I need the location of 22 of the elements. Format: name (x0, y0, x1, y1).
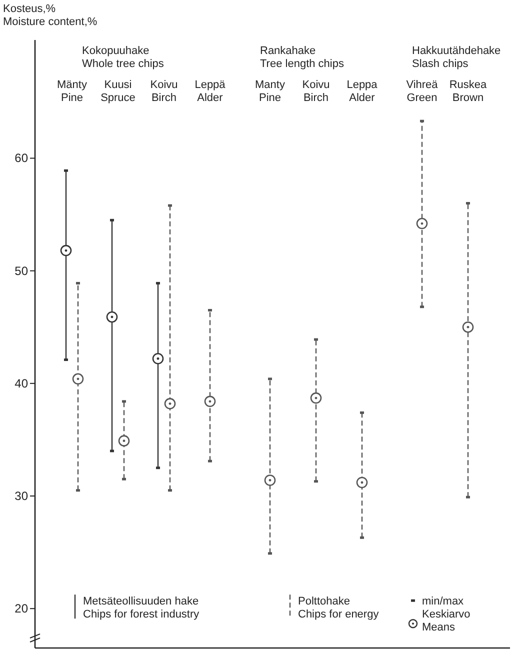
x-tick-label: Leppä Alder (194, 79, 226, 104)
y-tick-label: 40 (14, 376, 28, 390)
annotation: Rankahake Tree length chips (260, 45, 344, 70)
annotation: min/max (422, 596, 464, 608)
annotation: Keskiarvo Means (422, 608, 470, 634)
annotation: Hakkuutähdehake Slash chips (412, 45, 501, 70)
x-tick-label: Mänty Pine (57, 79, 88, 104)
y-tick-label: 50 (14, 264, 28, 278)
annotation: Kokopuuhake Whole tree chips (82, 45, 164, 70)
x-tick-label: Kuusi Spruce (100, 79, 136, 104)
x-tick-label: Vihreä Green (406, 79, 439, 104)
y-tick-label: 20 (14, 602, 28, 616)
legend-label: Polttohake Chips for energy (298, 596, 380, 621)
x-tick-label: Koivu Birch (302, 79, 330, 104)
y-tick-label: 60 (14, 151, 28, 166)
x-tick-label: Manty Pine (255, 79, 286, 104)
y-axis-title: Kosteus,% Moisture content,% (3, 3, 98, 28)
x-tick-label: Koivu Birch (150, 79, 178, 104)
legend-label: Metsäteollisuuden hake Chips for forest industry (83, 596, 200, 621)
x-tick-label: Leppa Alder (346, 79, 378, 104)
y-tick-label: 30 (14, 489, 28, 503)
x-tick-label: Ruskea Brown (449, 79, 488, 104)
